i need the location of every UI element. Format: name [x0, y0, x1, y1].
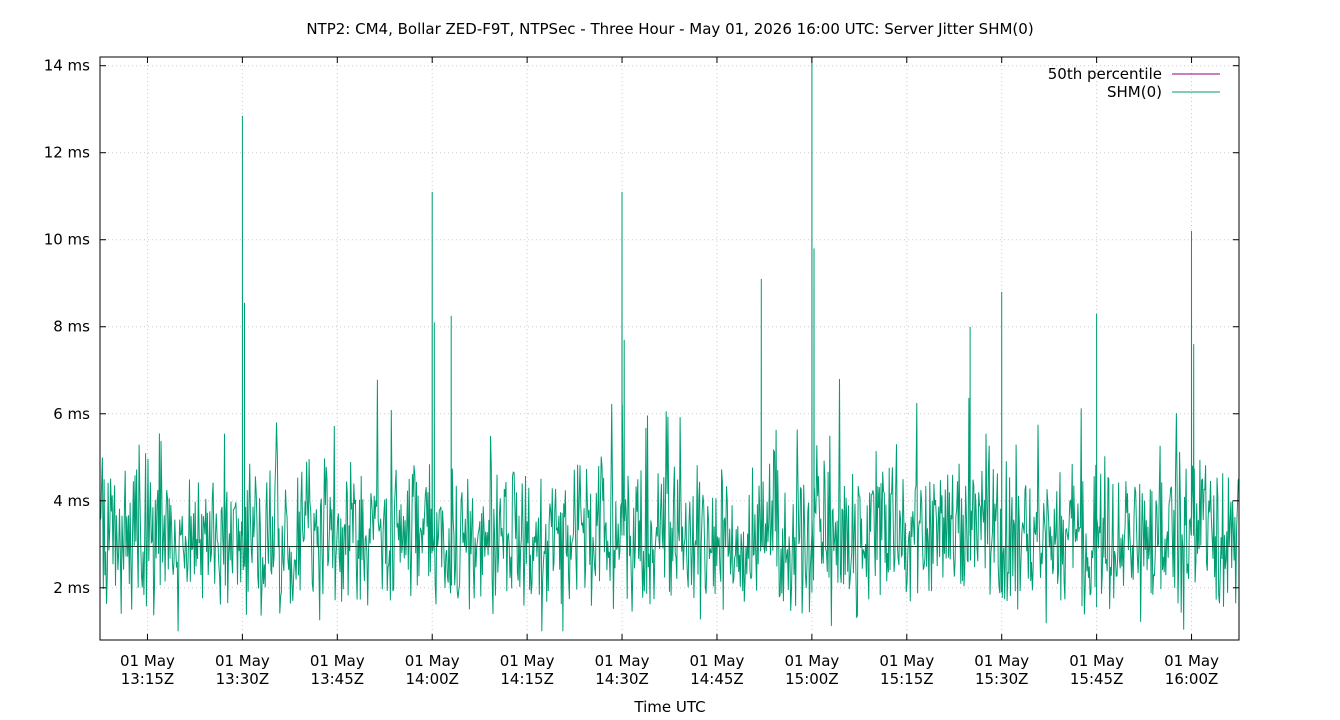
x-tick-label-time: 14:30Z — [595, 670, 649, 688]
x-tick-label-time: 14:45Z — [690, 670, 744, 688]
legend-label-p50: 50th percentile — [1048, 65, 1162, 83]
x-tick-label-time: 14:15Z — [500, 670, 554, 688]
y-tick-label: 10 ms — [44, 231, 90, 249]
y-tick-label: 12 ms — [44, 144, 90, 162]
x-tick-label-date: 01 May — [879, 652, 934, 670]
y-tick-label: 4 ms — [53, 492, 90, 510]
x-tick-label-time: 16:00Z — [1165, 670, 1219, 688]
x-tick-label-date: 01 May — [1164, 652, 1219, 670]
x-tick-label-date: 01 May — [784, 652, 839, 670]
y-tick-label: 2 ms — [53, 579, 90, 597]
x-tick-label-date: 01 May — [120, 652, 175, 670]
x-tick-label-date: 01 May — [1069, 652, 1124, 670]
chart-title: NTP2: CM4, Bollar ZED-F9T, NTPSec - Thre… — [306, 20, 1033, 38]
x-tick-label-time: 14:00Z — [405, 670, 459, 688]
x-tick-label-time: 13:30Z — [216, 670, 270, 688]
y-axis: 2 ms 4 ms 6 ms 8 ms 10 ms 12 ms 14 ms — [44, 57, 1239, 597]
x-tick-label-date: 01 May — [500, 652, 555, 670]
x-tick-label-time: 15:45Z — [1070, 670, 1124, 688]
x-tick-label-time: 13:15Z — [121, 670, 175, 688]
legend: 50th percentile SHM(0) — [1048, 65, 1220, 101]
x-tick-label-date: 01 May — [310, 652, 365, 670]
plot-frame — [99, 56, 1240, 641]
series-layer — [99, 56, 1240, 632]
series-line-shm0 — [99, 56, 1240, 632]
x-axis-label: Time UTC — [633, 698, 705, 716]
legend-label-shm: SHM(0) — [1107, 83, 1162, 101]
y-tick-label: 6 ms — [53, 405, 90, 423]
x-tick-label-date: 01 May — [595, 652, 650, 670]
x-tick-label-date: 01 May — [690, 652, 745, 670]
x-tick-label-time: 15:30Z — [975, 670, 1029, 688]
y-tick-label: 8 ms — [53, 318, 90, 336]
x-tick-label-time: 15:15Z — [880, 670, 934, 688]
x-tick-label-date: 01 May — [215, 652, 270, 670]
x-tick-label-time: 13:45Z — [311, 670, 365, 688]
x-tick-label-time: 15:00Z — [785, 670, 839, 688]
x-tick-label-date: 01 May — [974, 652, 1029, 670]
y-tick-label: 14 ms — [44, 57, 90, 75]
x-tick-label-date: 01 May — [405, 652, 460, 670]
